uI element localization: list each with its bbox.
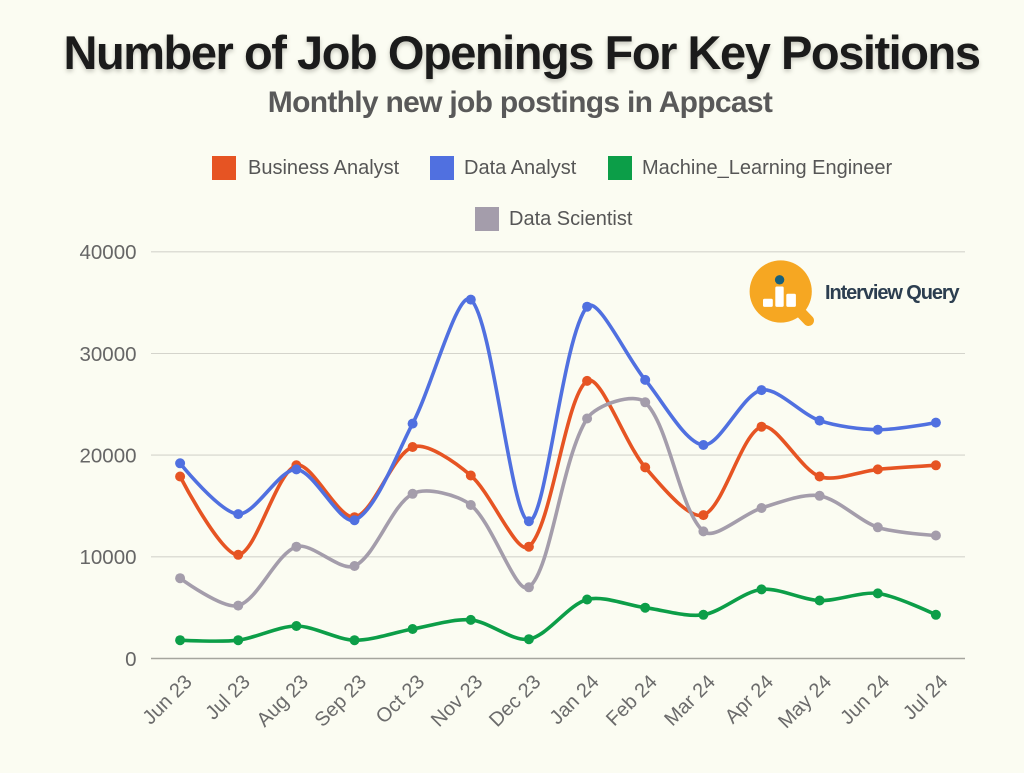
svg-text:Nov 23: Nov 23 [427, 671, 487, 731]
svg-text:Feb 24: Feb 24 [602, 671, 662, 731]
svg-text:Jun 23: Jun 23 [139, 671, 197, 729]
svg-text:40000: 40000 [79, 241, 136, 264]
svg-text:20000: 20000 [79, 444, 136, 467]
svg-text:Sep 23: Sep 23 [311, 671, 371, 731]
svg-text:May 24: May 24 [774, 671, 836, 733]
svg-text:30000: 30000 [79, 343, 136, 366]
svg-text:0: 0 [125, 648, 136, 671]
svg-text:Jun 24: Jun 24 [836, 671, 894, 729]
svg-text:Jul 24: Jul 24 [899, 671, 952, 724]
svg-text:Oct 23: Oct 23 [372, 671, 429, 728]
svg-text:Interview Query: Interview Query [825, 282, 961, 304]
svg-text:Mar 24: Mar 24 [660, 671, 720, 731]
svg-text:10000: 10000 [79, 546, 136, 569]
svg-text:Jul 23: Jul 23 [201, 671, 254, 724]
svg-text:Jan 24: Jan 24 [546, 671, 604, 729]
svg-text:Apr 24: Apr 24 [721, 671, 778, 728]
svg-text:Aug 23: Aug 23 [253, 671, 313, 731]
svg-text:Dec 23: Dec 23 [485, 671, 545, 731]
